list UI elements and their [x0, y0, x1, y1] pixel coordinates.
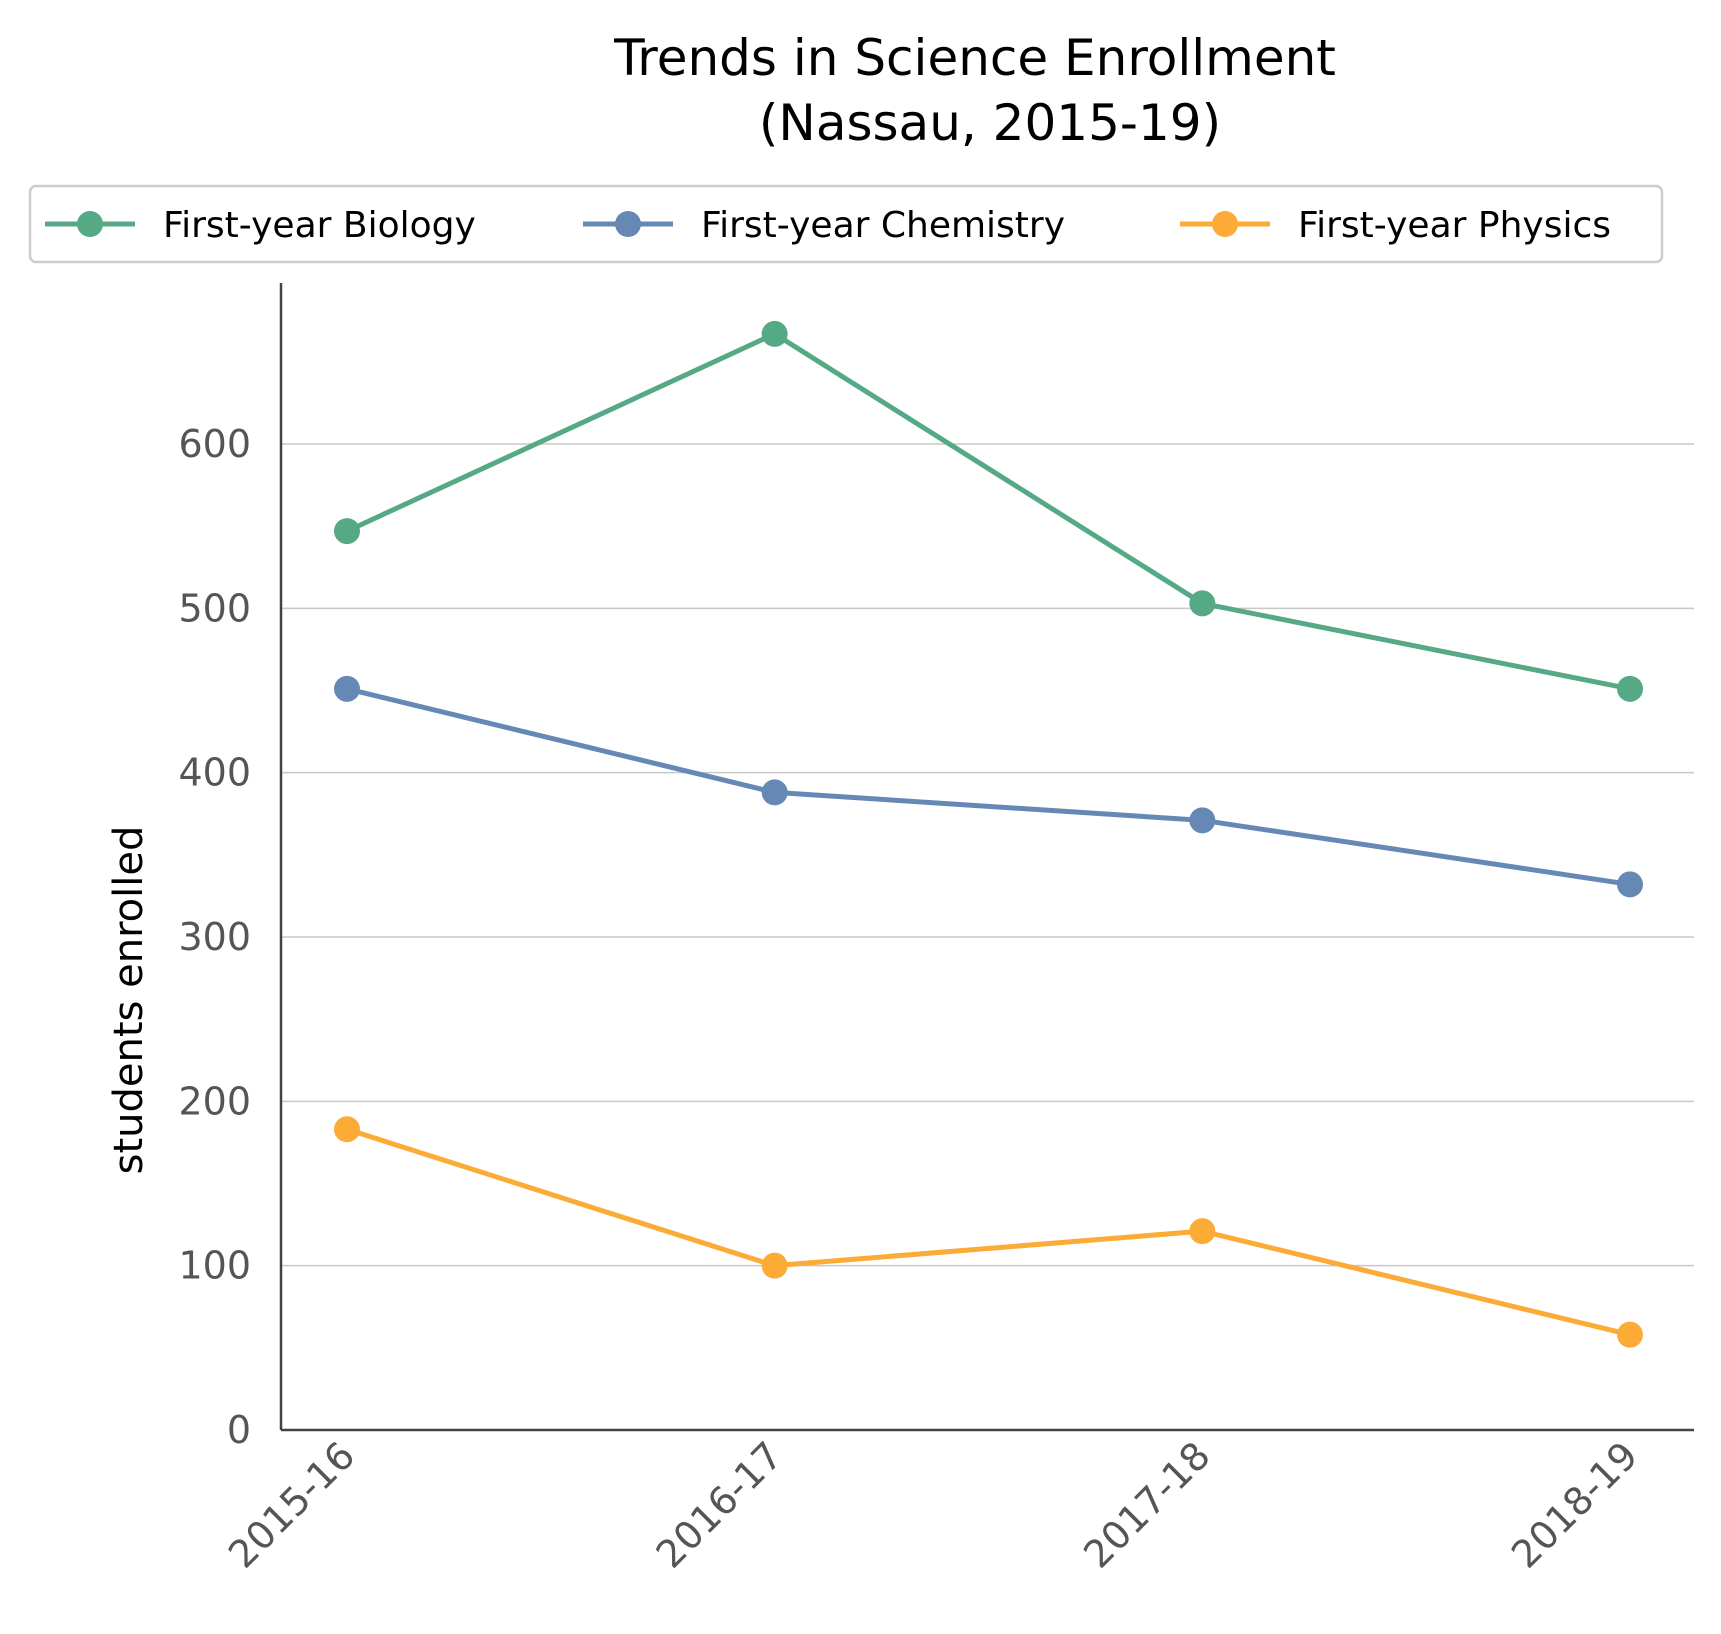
x-tick-labels: 2015-16 2016-17 2017-18 2018-19: [220, 1433, 1646, 1576]
legend-item-3: First-year Physics: [1180, 205, 1611, 246]
data-point-3-2015-16: [334, 1116, 360, 1143]
chart-title: Trends in Science Enrollment: [613, 29, 1336, 87]
chart-title-group: Trends in Science Enrollment (Nassau, 20…: [613, 29, 1336, 152]
legend-marker-2: [615, 211, 641, 237]
y-tick-label-300: 300: [178, 915, 251, 959]
legend-item-1: First-year Biology: [45, 205, 476, 246]
legend-label-3: First-year Physics: [1298, 205, 1611, 246]
series-lines: [334, 320, 1643, 1348]
series-line-1: [344, 331, 1633, 692]
data-point-2-2018-19: [1617, 871, 1643, 898]
series-3: [334, 1116, 1643, 1348]
y-tick-label-400: 400: [178, 751, 251, 795]
data-point-2-2017-18: [1189, 807, 1216, 834]
data-point-1-2016-17: [761, 320, 788, 347]
data-point-3-2018-19: [1617, 1321, 1643, 1348]
legend-box: [28, 184, 1664, 264]
legend-label-2: First-year Chemistry: [701, 205, 1065, 246]
data-point-1-2015-16: [334, 518, 360, 545]
legend-marker-3: [1212, 211, 1238, 237]
data-point-2-2016-17: [761, 779, 788, 806]
y-tick-label-600: 600: [178, 422, 251, 466]
chart-subtitle: (Nassau, 2015-19): [759, 94, 1221, 152]
data-point-1-2018-19: [1617, 675, 1643, 702]
y-tick-label-200: 200: [178, 1079, 251, 1123]
x-tick-label-2016-17: 2016-17: [648, 1433, 791, 1576]
axes: [279, 283, 1694, 1432]
y-tick-label-100: 100: [178, 1244, 251, 1288]
series-1: [334, 320, 1643, 702]
data-point-3-2016-17: [761, 1252, 788, 1279]
x-tick-label-2017-18: 2017-18: [1075, 1433, 1218, 1576]
y-axis-label: students enrolled: [106, 826, 152, 1175]
data-point-1-2017-18: [1189, 590, 1216, 617]
gridlines: [281, 443, 1694, 1267]
series-line-3: [344, 1126, 1633, 1338]
legend-label-1: First-year Biology: [163, 205, 476, 246]
y-tick-labels: 0 100 200 300 400 500 600: [178, 422, 251, 1452]
y-tick-label-0: 0: [227, 1408, 251, 1452]
x-tick-label-2015-16: 2015-16: [220, 1433, 363, 1576]
series-2: [334, 675, 1643, 898]
legend-item-2: First-year Chemistry: [583, 205, 1065, 246]
legend: First-year Biology First-year Chemistry Fi…: [28, 184, 1664, 264]
data-point-2-2015-16: [334, 675, 360, 702]
y-tick-label-500: 500: [178, 586, 251, 630]
legend-marker-1: [77, 211, 103, 237]
data-point-3-2017-18: [1189, 1218, 1216, 1245]
series-line-2: [344, 686, 1633, 887]
x-tick-label-2018-19: 2018-19: [1503, 1433, 1646, 1576]
